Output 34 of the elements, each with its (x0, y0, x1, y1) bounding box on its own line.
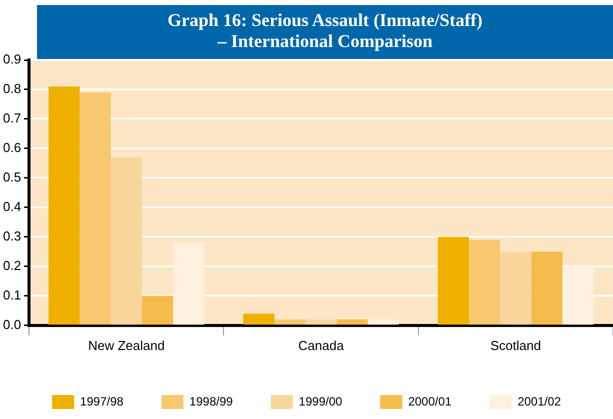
bar (243, 314, 274, 325)
bar (173, 242, 204, 325)
bar (500, 252, 532, 325)
y-tick-label: 0.1 (2, 287, 22, 302)
legend-label: 1999/00 (298, 394, 343, 408)
bar (274, 320, 306, 325)
y-tick-label: 0.6 (2, 140, 22, 156)
legend-label: 2001/02 (518, 394, 562, 408)
y-tick-label: 0.5 (2, 170, 22, 185)
legend-label: 1998/99 (189, 394, 234, 408)
legend-label: 2000/01 (408, 394, 452, 408)
bar (142, 296, 174, 325)
y-tick-label: 0.3 (2, 228, 22, 244)
bar (438, 236, 469, 325)
y-tick-label: 0.2 (2, 258, 22, 273)
bar (305, 320, 337, 325)
bar (468, 240, 500, 325)
bar (48, 86, 80, 325)
x-tick-label: Canada (298, 338, 345, 353)
bar (368, 320, 399, 325)
bar (110, 157, 142, 325)
y-tick-label: 0.9 (2, 52, 22, 67)
legend-label: 1997/98 (80, 394, 124, 408)
bar (80, 92, 111, 325)
y-tick-label: 0.8 (2, 81, 22, 96)
x-tick-label: Scotland (490, 338, 541, 353)
y-tick-label: 0.0 (2, 316, 22, 332)
bar (531, 252, 562, 325)
y-tick-label: 0.7 (2, 110, 22, 126)
bar (562, 266, 594, 325)
y-tick-label: 0.4 (2, 199, 22, 214)
x-tick-label: New Zealand (88, 338, 165, 353)
chart-title: Graph 16: Serious Assault (Inmate/Staff) – International Comparison (37, 5, 613, 59)
bar (336, 320, 368, 325)
